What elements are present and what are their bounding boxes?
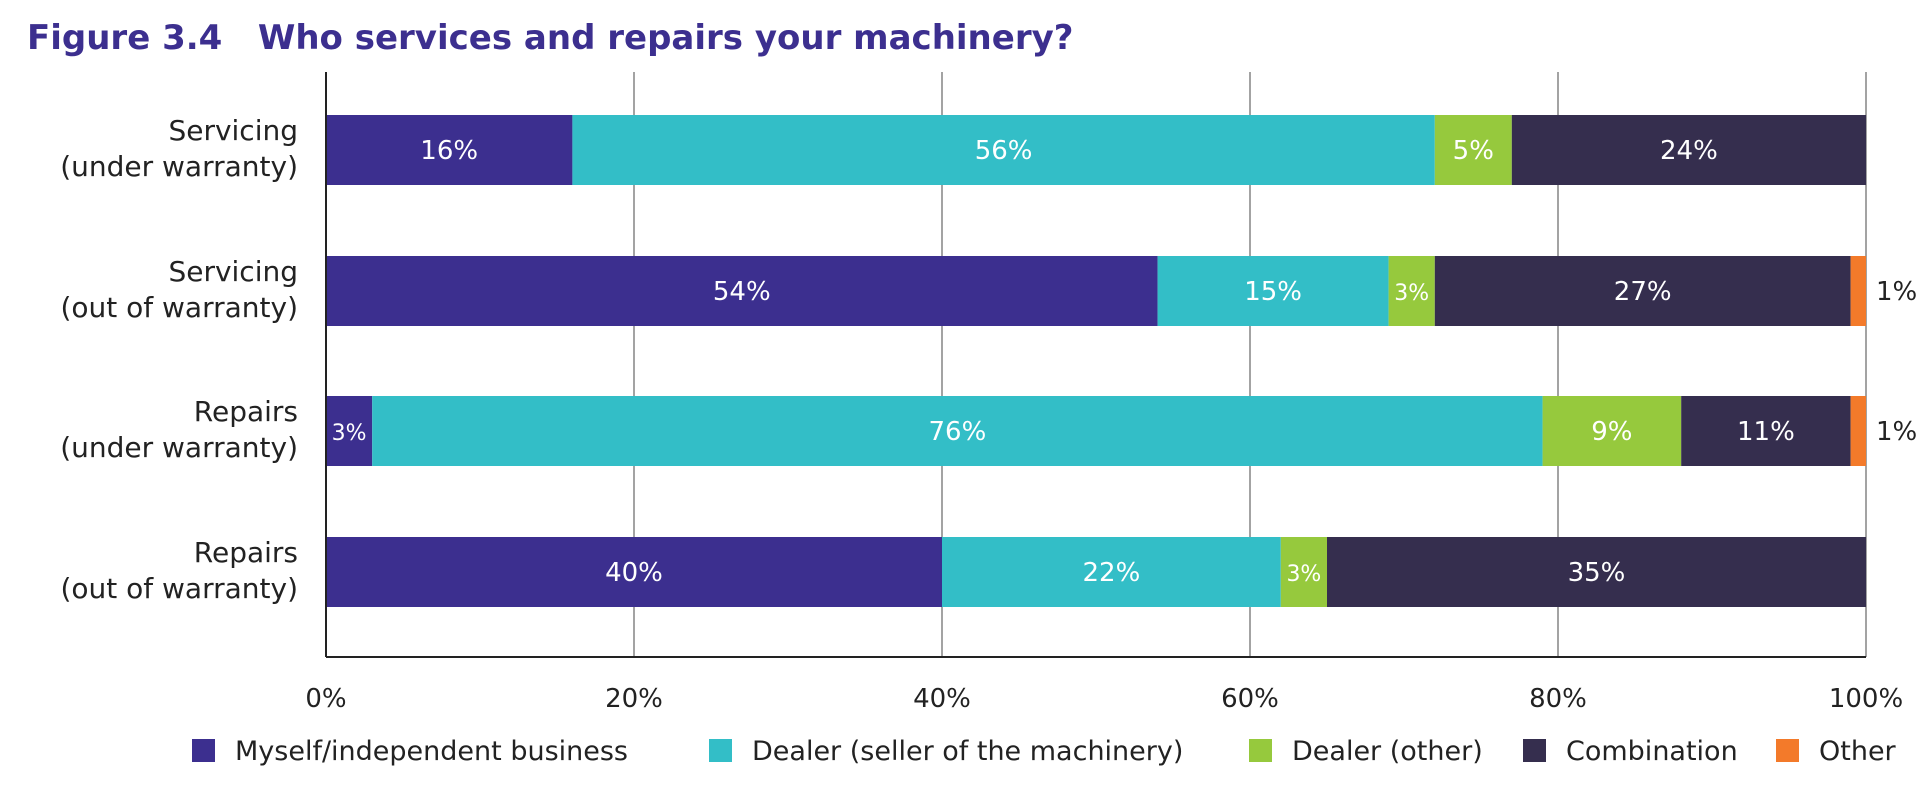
x-tick-label: 60% [1221, 684, 1279, 714]
category-label-line: Repairs [194, 395, 298, 428]
legend-label: Myself/independent business [235, 736, 628, 767]
legend-swatch [1249, 739, 1272, 762]
x-tick-label: 80% [1529, 684, 1587, 714]
category-label: Servicing (under warranty) [60, 114, 298, 183]
bar-segment [326, 256, 1158, 326]
bar-segment [1511, 115, 1866, 185]
category-label-line: (under warranty) [60, 431, 298, 464]
x-tick-label: 20% [605, 684, 663, 714]
data-label: 9% [1591, 417, 1632, 447]
data-label: 40% [605, 558, 663, 588]
bar-segment [942, 537, 1281, 607]
category-label-line: (under warranty) [60, 150, 298, 183]
legend-label: Dealer (other) [1292, 736, 1483, 767]
bar-segment [1434, 256, 1851, 326]
legend-swatch [1523, 739, 1546, 762]
bar-segment [1681, 396, 1851, 466]
data-label: 5% [1453, 136, 1494, 166]
data-label: 76% [929, 417, 987, 447]
x-tick-label: 0% [305, 684, 346, 714]
figure-title-text: Who services and repairs your machinery? [257, 18, 1074, 58]
legend-label: Dealer (seller of the machinery) [752, 736, 1183, 767]
data-label: 3% [1286, 562, 1321, 587]
category-label-line: Servicing [168, 255, 298, 288]
data-label: 24% [1660, 136, 1718, 166]
category-label: Servicing (out of warranty) [60, 255, 298, 324]
figure-number: Figure 3.4 [27, 18, 223, 58]
legend-label: Other [1819, 736, 1897, 767]
bar-segment [1850, 256, 1866, 326]
bars: 16% 56% 5% 24% 54% 15% 3% 27% 1% 3% 76% 9% 11% 1% 40% 2… [326, 115, 1917, 607]
bar-segment [326, 115, 573, 185]
legend-swatch [709, 739, 732, 762]
legend-label: Combination [1566, 736, 1738, 767]
bar-segment [1388, 256, 1435, 326]
data-label: 3% [332, 421, 367, 446]
category-label-line: (out of warranty) [60, 572, 298, 605]
bar-segment [1327, 537, 1866, 607]
figure-title: Figure 3.4 Who services and repairs your… [27, 18, 1073, 58]
category-label: Repairs (out of warranty) [60, 536, 298, 605]
data-label: 1% [1876, 417, 1917, 447]
x-tick-label: 40% [913, 684, 971, 714]
bar-segment [572, 115, 1435, 185]
x-tick-label: 100% [1829, 684, 1903, 714]
bar-segment [1542, 396, 1682, 466]
data-label: 3% [1394, 281, 1429, 306]
bar-segment [1850, 396, 1866, 466]
data-label: 56% [975, 136, 1033, 166]
legend-swatch [192, 739, 215, 762]
category-label-line: (out of warranty) [60, 291, 298, 324]
legend: Myself/independent business Dealer (selle… [192, 736, 1897, 767]
bar-segment [1280, 537, 1327, 607]
category-label-line: Servicing [168, 114, 298, 147]
bar-segment [326, 396, 373, 466]
bar-segment [372, 396, 1543, 466]
data-label: 16% [420, 136, 478, 166]
category-labels: Servicing (under warranty)Servicing (out o… [60, 114, 298, 605]
legend-swatch [1776, 739, 1799, 762]
data-label: 11% [1737, 417, 1795, 447]
category-label: Repairs (under warranty) [60, 395, 298, 464]
bar-segment [1434, 115, 1512, 185]
bar-segment [1157, 256, 1389, 326]
axes: 0% 20% 40% 60% 80% 100% [305, 72, 1903, 714]
category-label-line: Repairs [194, 536, 298, 569]
data-label: 27% [1614, 277, 1672, 307]
data-label: 35% [1568, 558, 1626, 588]
bar-segment [326, 537, 942, 607]
data-label: 1% [1876, 277, 1917, 307]
data-label: 22% [1083, 558, 1141, 588]
data-label: 54% [713, 277, 771, 307]
data-label: 15% [1244, 277, 1302, 307]
